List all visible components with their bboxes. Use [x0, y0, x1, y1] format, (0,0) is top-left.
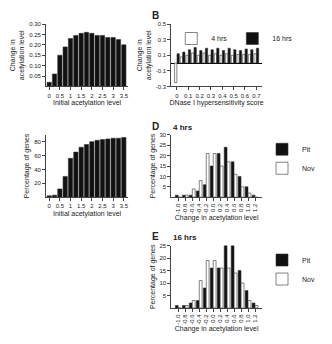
svg-text:16 hrs: 16 hrs	[173, 233, 197, 242]
svg-text:5: 5	[163, 293, 167, 299]
svg-text:Change in acetylation level: Change in acetylation level	[175, 214, 259, 222]
svg-text:2.5: 2.5	[98, 93, 107, 99]
svg-text:0: 0	[175, 93, 179, 99]
svg-text:-0.3: -0.3	[156, 84, 167, 90]
svg-text:1.2: 1.2	[252, 203, 258, 212]
svg-text:20: 20	[34, 180, 41, 186]
svg-text:60: 60	[34, 153, 41, 159]
svg-text:0.5: 0.5	[158, 21, 167, 27]
svg-text:1.5: 1.5	[77, 93, 86, 99]
svg-text:Nov: Nov	[302, 165, 315, 172]
svg-text:Percentage of genes: Percentage of genes	[23, 133, 31, 198]
svg-text:3.5: 3.5	[120, 93, 129, 99]
svg-text:-1.0: -1.0	[175, 314, 181, 325]
svg-text:0.05: 0.05	[29, 73, 41, 79]
svg-text:0.0: 0.0	[210, 203, 216, 212]
svg-text:40: 40	[34, 167, 41, 173]
svg-text:B: B	[152, 10, 159, 21]
svg-text:4 hrs: 4 hrs	[173, 123, 193, 132]
svg-text:0.6: 0.6	[231, 203, 237, 212]
svg-text:3: 3	[111, 93, 115, 99]
svg-text:16 hrs: 16 hrs	[272, 35, 292, 42]
svg-text:Percentage of genes: Percentage of genes	[149, 133, 157, 198]
svg-text:3: 3	[111, 203, 115, 209]
svg-text:15: 15	[159, 163, 166, 169]
svg-text:0.6: 0.6	[231, 314, 237, 323]
svg-text:0.8: 0.8	[238, 203, 244, 212]
svg-text:1.0: 1.0	[245, 203, 251, 212]
svg-text:1.5: 1.5	[77, 203, 86, 209]
svg-text:-0.4: -0.4	[196, 203, 202, 214]
svg-text:2: 2	[90, 93, 94, 99]
svg-text:DNase I hypersensitivity score: DNase I hypersensitivity score	[170, 99, 264, 107]
svg-text:-0.2: -0.2	[203, 203, 209, 214]
svg-text:30: 30	[159, 132, 166, 138]
svg-text:-0.8: -0.8	[182, 314, 188, 325]
svg-text:10: 10	[159, 280, 166, 286]
svg-text:25: 25	[159, 243, 166, 249]
svg-text:0: 0	[48, 203, 52, 209]
svg-text:0.6: 0.6	[241, 93, 250, 99]
svg-text:0.8: 0.8	[238, 314, 244, 323]
svg-text:80: 80	[34, 139, 41, 145]
svg-text:0.4: 0.4	[224, 203, 230, 212]
svg-text:-0.8: -0.8	[182, 203, 188, 214]
svg-text:0.5: 0.5	[229, 93, 238, 99]
svg-text:Change inacetylation level: Change inacetylation level	[136, 30, 153, 80]
svg-text:-0.1: -0.1	[156, 68, 167, 74]
svg-text:-0.2: -0.2	[203, 314, 209, 325]
svg-text:Pit: Pit	[302, 146, 310, 153]
svg-text:-0.6: -0.6	[189, 203, 195, 214]
svg-text:0.30: 0.30	[29, 21, 41, 27]
svg-text:1.0: 1.0	[245, 314, 251, 323]
svg-text:0.4: 0.4	[218, 93, 227, 99]
svg-text:0.2: 0.2	[195, 93, 204, 99]
svg-text:-0.6: -0.6	[189, 314, 195, 325]
svg-text:Initial acetylation level: Initial acetylation level	[53, 210, 122, 218]
svg-text:E: E	[152, 231, 159, 242]
svg-text:-1.0: -1.0	[175, 203, 181, 214]
svg-text:0.2: 0.2	[217, 314, 223, 323]
svg-text:0: 0	[48, 93, 52, 99]
svg-text:Change in acetylation level: Change in acetylation level	[175, 325, 259, 333]
svg-text:1: 1	[69, 93, 73, 99]
svg-text:Pit: Pit	[302, 257, 310, 264]
svg-text:25: 25	[159, 142, 166, 148]
svg-text:D: D	[152, 121, 159, 132]
svg-text:2: 2	[90, 203, 94, 209]
svg-text:Change inacetylation level: Change inacetylation level	[9, 30, 26, 80]
svg-text:10: 10	[159, 174, 166, 180]
svg-text:20: 20	[159, 255, 166, 261]
svg-text:0.20: 0.20	[29, 42, 41, 48]
svg-text:0.15: 0.15	[29, 52, 41, 58]
svg-text:1.2: 1.2	[252, 314, 258, 323]
svg-text:5: 5	[163, 184, 167, 190]
svg-text:0.1: 0.1	[184, 93, 193, 99]
svg-text:0.2: 0.2	[217, 203, 223, 212]
svg-text:0.5: 0.5	[56, 93, 65, 99]
svg-text:3.5: 3.5	[120, 203, 129, 209]
svg-text:1: 1	[69, 203, 73, 209]
svg-text:20: 20	[159, 153, 166, 159]
svg-text:4 hrs: 4 hrs	[211, 35, 227, 42]
svg-text:Nov: Nov	[302, 276, 315, 283]
svg-text:0.4: 0.4	[224, 314, 230, 323]
svg-text:0.3: 0.3	[207, 93, 216, 99]
svg-text:0.0: 0.0	[210, 314, 216, 323]
svg-text:0.1: 0.1	[158, 52, 167, 58]
svg-text:0.3: 0.3	[158, 37, 167, 43]
svg-text:0.7: 0.7	[252, 93, 261, 99]
svg-text:Initial acetylation level: Initial acetylation level	[53, 99, 122, 107]
svg-text:2.5: 2.5	[98, 203, 107, 209]
svg-text:Percentage of genes: Percentage of genes	[149, 244, 157, 309]
svg-text:0.10: 0.10	[29, 63, 41, 69]
svg-text:15: 15	[159, 268, 166, 274]
svg-text:0.25: 0.25	[29, 32, 41, 38]
svg-text:0.5: 0.5	[56, 203, 65, 209]
svg-text:-0.4: -0.4	[196, 314, 202, 325]
